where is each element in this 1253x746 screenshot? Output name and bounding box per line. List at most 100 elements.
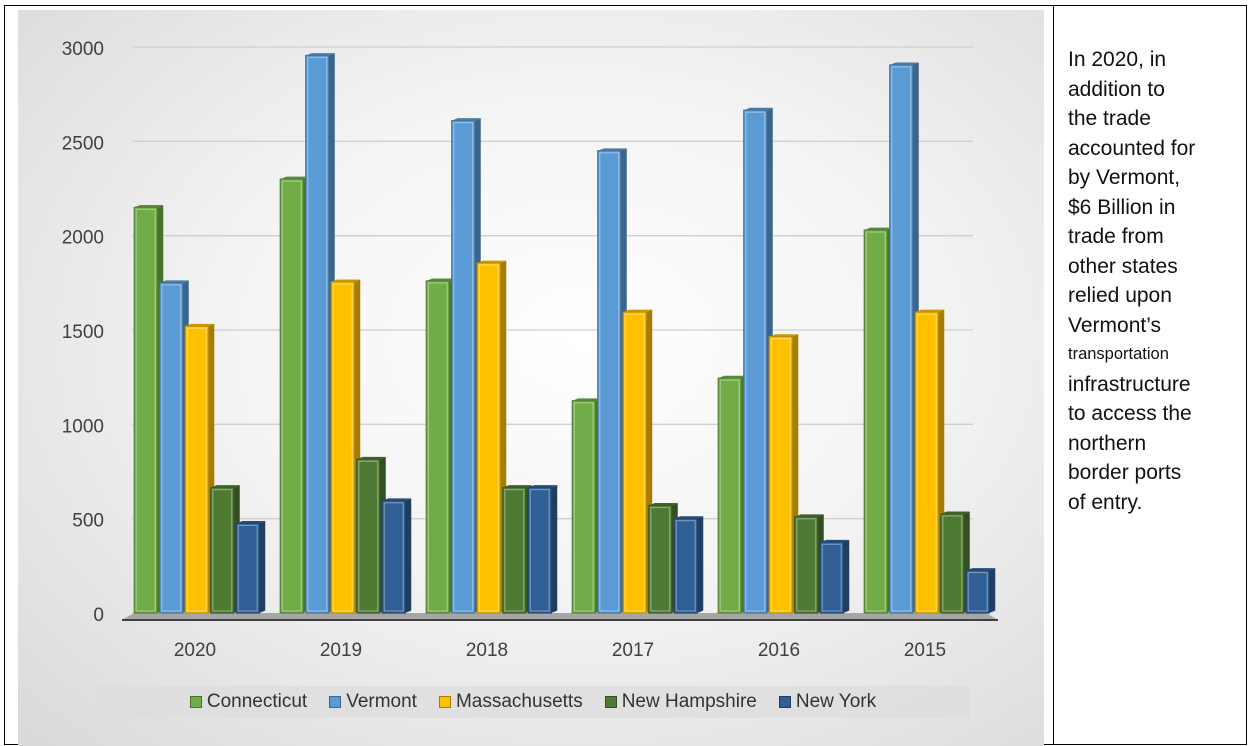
y-tick-label: 0 xyxy=(93,605,104,626)
bar xyxy=(279,176,310,614)
bar-highlight xyxy=(719,379,740,612)
side-note-line: trade from xyxy=(1068,225,1164,248)
bar-highlight xyxy=(427,282,448,612)
bar xyxy=(571,398,602,614)
bar xyxy=(305,53,335,614)
bar xyxy=(794,514,824,614)
side-note-line: infrastructure xyxy=(1068,372,1191,396)
bar-top xyxy=(134,204,164,208)
bar xyxy=(648,503,678,614)
legend-item: New York xyxy=(778,691,877,713)
bar xyxy=(819,539,850,614)
bar-front xyxy=(159,282,184,614)
x-tick-label: 2019 xyxy=(320,640,362,661)
bar-highlight xyxy=(675,520,696,612)
bar-highlight xyxy=(821,543,842,612)
bar-front xyxy=(476,262,501,614)
bar-top xyxy=(674,516,704,519)
bar-front xyxy=(527,486,552,614)
bar-top xyxy=(718,375,748,379)
legend-label: New York xyxy=(795,691,877,712)
side-note-line: $6 Billion in xyxy=(1068,195,1176,219)
bar xyxy=(743,107,773,614)
legend-swatch xyxy=(329,696,342,708)
bar xyxy=(133,204,164,614)
gridlines xyxy=(132,46,973,520)
bar-front xyxy=(425,280,450,614)
legend-swatch xyxy=(778,696,791,708)
bar-front xyxy=(819,541,844,614)
bar-side xyxy=(405,498,412,613)
y-tick-label: 500 xyxy=(72,511,104,532)
side-note-line: border ports xyxy=(1068,461,1182,484)
side-note-text: In 2020, in addition to the trade accounted… xyxy=(1068,45,1246,517)
side-note-line: other states xyxy=(1068,254,1178,278)
bar-top xyxy=(940,511,970,514)
bar-side xyxy=(697,516,704,613)
bar xyxy=(914,309,945,614)
bar xyxy=(502,485,532,614)
bar-highlight xyxy=(796,518,817,612)
bar-highlight xyxy=(504,488,525,612)
bar xyxy=(356,456,386,614)
legend-swatch xyxy=(604,696,617,708)
bar-front xyxy=(502,486,527,614)
bar-top xyxy=(572,398,602,401)
bar xyxy=(476,260,507,614)
bar-highlight xyxy=(916,313,937,612)
bar-top xyxy=(185,323,215,327)
side-note-line: to access the xyxy=(1068,402,1192,425)
bar-front xyxy=(305,54,330,614)
bar xyxy=(425,278,456,614)
bar-front xyxy=(622,311,647,614)
bar-side xyxy=(843,539,850,613)
bar xyxy=(597,148,627,614)
chart-floor-shadow xyxy=(122,613,998,620)
bar-highlight xyxy=(745,111,766,612)
bar-top xyxy=(305,53,335,56)
y-axis-ticks: 0 500 1000 1500 2000 2500 3000 xyxy=(62,39,104,626)
bar-top xyxy=(236,520,266,524)
bar-top xyxy=(382,498,412,501)
side-note-line: addition to xyxy=(1068,77,1165,101)
side-note-line: of entry. xyxy=(1068,490,1143,514)
bar xyxy=(381,498,412,614)
bar-highlight xyxy=(161,284,182,612)
y-tick-label: 2000 xyxy=(62,228,104,249)
bar-highlight xyxy=(281,180,302,612)
bar xyxy=(235,520,266,614)
side-note-line: transportation xyxy=(1068,345,1169,363)
legend-item: Vermont xyxy=(329,691,417,713)
bar-front xyxy=(648,504,673,614)
bar-front xyxy=(965,569,990,614)
bar-front xyxy=(330,281,355,614)
legend-item: Connecticut xyxy=(189,691,308,713)
bar-front xyxy=(940,513,965,614)
bar-highlight xyxy=(383,502,404,612)
bar-front xyxy=(381,500,406,614)
x-axis-ticks: 2020 2019 2018 2017 2016 2015 xyxy=(174,640,946,661)
legend-label: Connecticut xyxy=(206,691,308,712)
bar xyxy=(717,375,748,614)
bar xyxy=(210,485,240,614)
side-note-line: relied upon xyxy=(1068,284,1172,307)
bar-highlight xyxy=(478,264,499,612)
bar-front xyxy=(356,458,381,614)
y-tick-label: 3000 xyxy=(62,39,104,60)
x-tick-label: 2015 xyxy=(904,640,946,661)
bar-highlight xyxy=(307,56,328,612)
legend-label: Vermont xyxy=(346,691,417,712)
y-tick-label: 1000 xyxy=(62,416,104,437)
y-tick-label: 1500 xyxy=(62,322,104,343)
bar-front xyxy=(133,206,158,614)
bar-highlight xyxy=(237,524,258,612)
bar-highlight xyxy=(891,66,912,612)
chart-legend: Connecticut Vermont Massachusetts New Hamps… xyxy=(96,686,970,718)
bar-front xyxy=(210,486,235,614)
bar-top xyxy=(159,280,189,283)
bar-highlight xyxy=(942,515,963,612)
bar-highlight xyxy=(529,488,550,612)
legend-item: Massachusetts xyxy=(438,691,583,713)
bar xyxy=(768,334,799,614)
